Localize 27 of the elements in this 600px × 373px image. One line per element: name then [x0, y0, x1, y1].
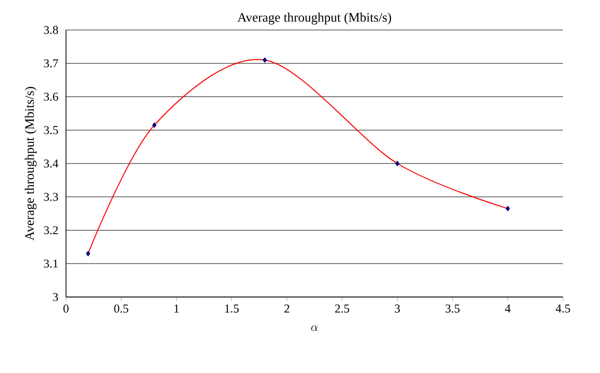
point: [262, 57, 267, 63]
x-tick-label: 0: [63, 304, 69, 313]
x-tick-label: 2: [284, 304, 290, 312]
x-tick-label: 1.5: [225, 304, 239, 313]
y-tick-label: 3.1: [44, 260, 58, 268]
x-tick-label: 4: [505, 304, 511, 312]
point: [506, 206, 510, 212]
point: [86, 250, 90, 256]
point: [395, 160, 400, 166]
point: [152, 122, 157, 128]
x-tick-label: 4.5: [556, 304, 570, 313]
x-tick-label: 3.5: [446, 304, 460, 313]
y-tick-label: 3.6: [44, 92, 58, 101]
x-tick-label: 2.5: [335, 304, 350, 313]
y-tick-label: 3.3: [44, 192, 58, 201]
x-tick-label: 3: [394, 304, 400, 313]
x-tick-label: 1: [174, 304, 179, 312]
y-tick-label: 3.4: [44, 159, 58, 168]
x-tick-label: 0.5: [114, 304, 128, 313]
chart-title: Average throughput (Mbits/s): [237, 12, 392, 24]
x-axis-title: $\alpha$: [311, 325, 318, 331]
y-axis-title: Average throughput (Mbits/s): [24, 86, 37, 241]
y-tick-label: 3.5: [44, 126, 58, 134]
y-tick-label: 3: [53, 292, 58, 302]
y-tick-label: 3.7: [44, 59, 58, 68]
y-tick-label: 3.2: [44, 226, 58, 234]
y-tick-label: 3.8: [44, 26, 58, 34]
